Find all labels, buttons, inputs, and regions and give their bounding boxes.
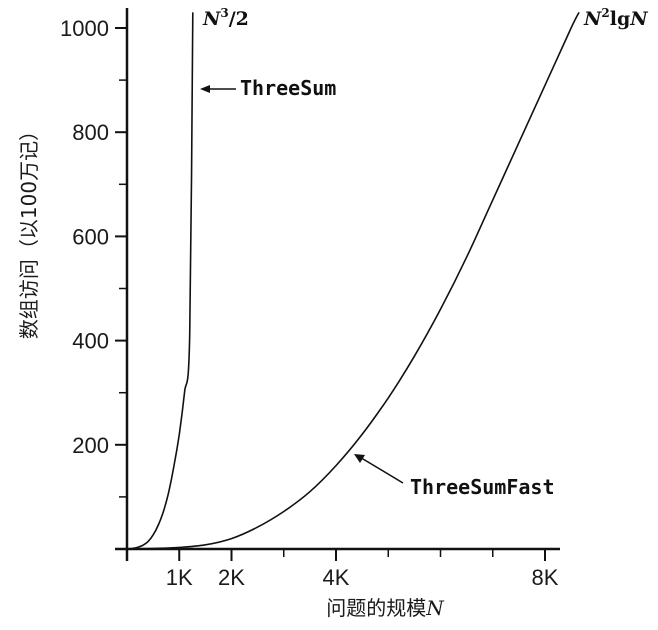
y-tick-label: 200 xyxy=(72,433,109,458)
threesumfast-arrow xyxy=(357,455,404,484)
x-tick-label: 8K xyxy=(532,565,559,590)
threesumfast-arrowhead xyxy=(354,454,365,463)
threesum-arrowhead xyxy=(200,85,210,93)
y-tick-label: 400 xyxy=(72,329,109,354)
x-tick-label: 4K xyxy=(323,565,350,590)
y-axis-title: 数组访问（以100万记） xyxy=(17,121,41,339)
x-axis-title: 问题的规模N xyxy=(326,596,445,620)
threesum-curve xyxy=(126,12,194,550)
threesum-name-label: ThreeSum xyxy=(240,76,336,100)
threesumfast-name-label: ThreeSumFast xyxy=(410,475,555,499)
y-tick-label: 1000 xyxy=(60,16,109,41)
plot-area: 200 400 600 800 1000 1K 2K 4K 8K xyxy=(60,8,580,590)
x-tick-label: 1K xyxy=(166,565,193,590)
y-tick-label: 800 xyxy=(72,120,109,145)
x-tick-label: 2K xyxy=(218,565,245,590)
threesumfast-curve xyxy=(126,12,580,550)
threesum-formula-label: N3/2 xyxy=(202,6,249,30)
y-tick-label: 600 xyxy=(72,224,109,249)
threesumfast-formula-label: N2lgN xyxy=(583,6,648,30)
